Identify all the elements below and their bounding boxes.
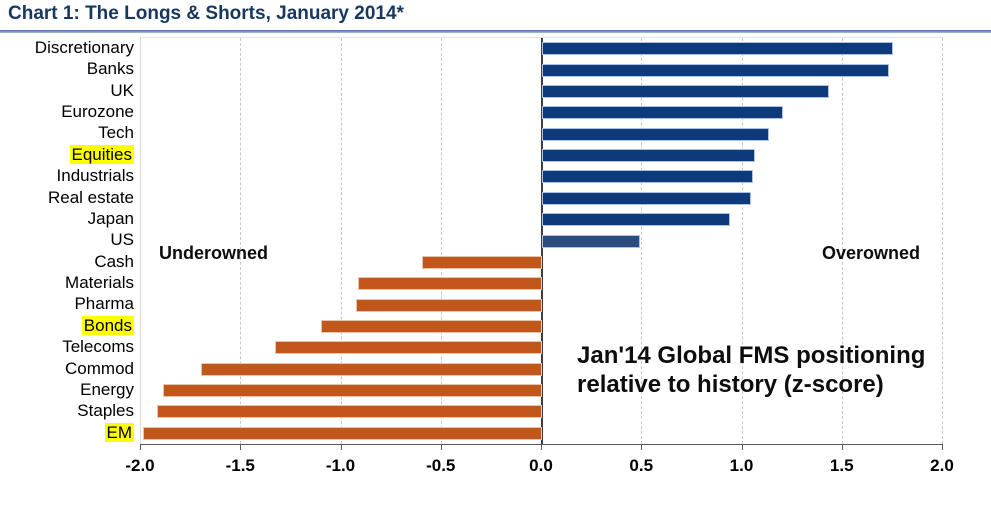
category-label: Staples — [0, 400, 134, 421]
x-tick-label: -1.0 — [325, 456, 356, 475]
category-label: Real estate — [0, 187, 134, 208]
bar — [542, 63, 889, 77]
category-label: Equities — [0, 144, 134, 165]
chart-note-line1: Jan'14 Global FMS positioning — [577, 342, 926, 369]
category-label-text: Tech — [98, 123, 134, 143]
category-label-highlighted-text: EM — [104, 422, 134, 442]
category-label: Telecoms — [0, 336, 134, 357]
category-axis-labels: Discretionary Banks UK Eurozone Tech Equities… — [0, 37, 136, 443]
x-tick-label: 1.0 — [729, 456, 754, 475]
category-label: US — [0, 229, 134, 250]
bar — [542, 127, 769, 141]
category-label-text: Real estate — [48, 187, 134, 207]
chart-note-line2: relative to history (z-score) — [577, 371, 884, 398]
gridline — [440, 38, 442, 444]
category-label-text: Energy — [80, 379, 134, 399]
category-label: EM — [0, 422, 134, 443]
bar — [542, 234, 641, 248]
gridline — [240, 38, 242, 444]
x-tick — [340, 444, 342, 450]
gridline — [641, 38, 643, 444]
gridline — [841, 38, 843, 444]
gridline — [741, 38, 743, 444]
x-tick — [240, 444, 242, 450]
plot-area — [140, 37, 943, 445]
bar — [542, 42, 893, 56]
category-label: Industrials — [0, 165, 134, 186]
bar — [357, 277, 542, 291]
x-tick-label: -0.5 — [426, 456, 456, 475]
category-label: Bonds — [0, 315, 134, 336]
category-label: Tech — [0, 122, 134, 143]
bar — [143, 426, 542, 440]
x-tick — [440, 444, 442, 450]
category-label-text: Eurozone — [61, 102, 134, 122]
x-tick — [140, 444, 141, 450]
category-label-text: Materials — [65, 273, 134, 293]
bar — [157, 405, 542, 419]
bar — [542, 149, 755, 163]
x-tick — [942, 444, 943, 450]
category-label: Pharma — [0, 293, 134, 314]
bar — [542, 213, 731, 227]
x-tick — [841, 444, 843, 450]
category-label-text: Industrials — [56, 166, 134, 186]
bar — [542, 170, 753, 184]
x-tick — [741, 444, 743, 450]
x-tick-label: 2.0 — [930, 456, 954, 475]
category-label: UK — [0, 80, 134, 101]
bar — [275, 341, 542, 355]
x-axis: -2.0 -1.5 -1.0 -0.5 0.0 0.5 1.0 1.5 2.0 — [125, 443, 954, 505]
x-tick-label: -1.5 — [225, 456, 255, 475]
category-label: Banks — [0, 58, 134, 79]
category-label-text: Japan — [87, 208, 134, 228]
category-label-text: US — [110, 230, 134, 250]
category-label: Eurozone — [0, 101, 134, 122]
x-tick-label: 1.5 — [829, 456, 854, 475]
category-label-text: Telecoms — [62, 337, 134, 357]
category-label-highlighted-text: Equities — [69, 144, 134, 164]
gridline — [942, 38, 943, 444]
category-label-text: Pharma — [74, 294, 134, 314]
bar — [201, 362, 542, 376]
x-tick — [541, 444, 542, 450]
category-label: Cash — [0, 251, 134, 272]
chart-title: Chart 1: The Longs & Shorts, January 201… — [8, 3, 404, 24]
category-label: Discretionary — [0, 37, 134, 58]
bar — [542, 84, 829, 98]
bar — [542, 191, 751, 205]
x-tick-label: 0.0 — [529, 456, 553, 475]
title-underline-rule — [0, 30, 991, 33]
gridline — [340, 38, 342, 444]
x-tick — [641, 444, 643, 450]
category-label-text: Banks — [86, 59, 134, 79]
bar — [421, 255, 542, 269]
category-label-text: Discretionary — [34, 38, 134, 57]
category-label-text: UK — [110, 80, 134, 100]
bar — [542, 106, 783, 120]
bar — [163, 384, 542, 398]
x-tick-label: -2.0 — [125, 456, 155, 475]
underowned-label: Underowned — [159, 243, 269, 263]
overowned-label: Overowned — [822, 243, 921, 263]
category-label: Japan — [0, 208, 134, 229]
x-tick-label: 0.5 — [629, 456, 654, 475]
category-label-text: Cash — [94, 251, 134, 271]
category-label-highlighted-text: Bonds — [81, 315, 134, 335]
bar — [355, 298, 542, 312]
category-label: Energy — [0, 379, 134, 400]
bar — [321, 319, 542, 333]
category-label-text: Commod — [65, 358, 134, 378]
category-label: Materials — [0, 272, 134, 293]
category-label: Commod — [0, 358, 134, 379]
chart-note: Jan'14 Global FMS positioning relative t… — [577, 341, 957, 399]
category-label-text: Staples — [77, 401, 134, 421]
